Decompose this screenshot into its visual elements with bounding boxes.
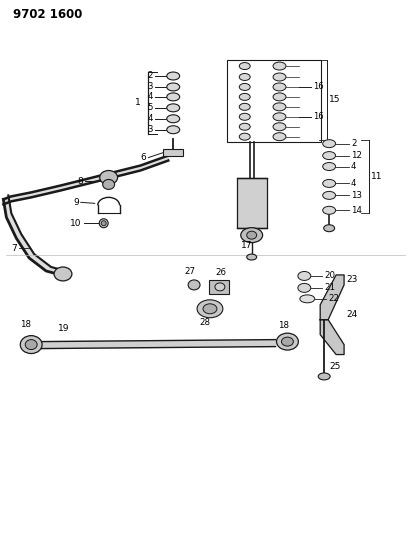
- Polygon shape: [320, 275, 344, 320]
- Polygon shape: [3, 196, 66, 275]
- Text: 4: 4: [148, 114, 153, 123]
- Polygon shape: [320, 320, 344, 354]
- Bar: [163, 149, 183, 156]
- Ellipse shape: [323, 151, 336, 159]
- Ellipse shape: [239, 84, 250, 91]
- Text: 2: 2: [148, 71, 153, 80]
- Bar: [227, 60, 321, 142]
- Text: 21: 21: [324, 284, 335, 293]
- Ellipse shape: [239, 103, 250, 110]
- Ellipse shape: [101, 221, 106, 225]
- Text: 23: 23: [346, 276, 358, 285]
- Text: 8: 8: [77, 177, 83, 186]
- Text: 13: 13: [351, 191, 362, 200]
- Text: 15: 15: [329, 95, 341, 104]
- Ellipse shape: [300, 295, 315, 303]
- Ellipse shape: [273, 113, 286, 121]
- Ellipse shape: [167, 93, 180, 101]
- Ellipse shape: [241, 228, 263, 243]
- Polygon shape: [3, 156, 168, 204]
- Text: 12: 12: [351, 151, 362, 160]
- Ellipse shape: [318, 373, 330, 380]
- Text: 3: 3: [148, 83, 153, 92]
- Ellipse shape: [298, 271, 311, 280]
- Polygon shape: [41, 340, 275, 349]
- Ellipse shape: [247, 254, 256, 260]
- Text: 18: 18: [278, 321, 289, 330]
- Text: 7: 7: [12, 244, 17, 253]
- Text: 24: 24: [346, 310, 357, 319]
- Ellipse shape: [167, 126, 180, 134]
- Ellipse shape: [247, 231, 256, 239]
- Text: 22: 22: [328, 294, 339, 303]
- Text: 14: 14: [351, 206, 362, 215]
- Ellipse shape: [239, 93, 250, 100]
- Ellipse shape: [239, 62, 250, 69]
- Ellipse shape: [167, 115, 180, 123]
- Text: 5: 5: [148, 103, 153, 112]
- Text: 19: 19: [58, 324, 69, 333]
- Ellipse shape: [197, 300, 223, 318]
- Text: 20: 20: [324, 271, 335, 280]
- Ellipse shape: [99, 219, 108, 228]
- Ellipse shape: [273, 123, 286, 131]
- Ellipse shape: [188, 280, 200, 290]
- Text: 9: 9: [73, 198, 79, 207]
- Ellipse shape: [273, 62, 286, 70]
- Bar: [209, 280, 229, 294]
- Ellipse shape: [273, 83, 286, 91]
- Ellipse shape: [167, 72, 180, 80]
- Text: 1: 1: [134, 99, 140, 107]
- Text: 6: 6: [141, 153, 146, 162]
- Text: 4: 4: [351, 162, 356, 171]
- Ellipse shape: [25, 340, 37, 350]
- Bar: [237, 179, 267, 228]
- Ellipse shape: [298, 284, 311, 293]
- Ellipse shape: [323, 140, 336, 148]
- Text: 4: 4: [148, 92, 153, 101]
- Ellipse shape: [277, 333, 298, 350]
- Ellipse shape: [203, 304, 217, 314]
- Text: 4: 4: [351, 179, 356, 188]
- Text: 2: 2: [351, 139, 356, 148]
- Ellipse shape: [54, 267, 72, 281]
- Ellipse shape: [215, 283, 225, 291]
- Text: 16: 16: [313, 83, 324, 92]
- Text: 28: 28: [199, 318, 210, 327]
- Text: 10: 10: [70, 219, 82, 228]
- Text: 3: 3: [148, 125, 153, 134]
- Ellipse shape: [273, 103, 286, 111]
- Ellipse shape: [273, 73, 286, 81]
- Ellipse shape: [282, 337, 293, 346]
- Ellipse shape: [323, 206, 336, 214]
- Ellipse shape: [273, 133, 286, 141]
- Ellipse shape: [20, 336, 42, 353]
- Ellipse shape: [323, 163, 336, 171]
- Ellipse shape: [239, 114, 250, 120]
- Text: 11: 11: [371, 172, 382, 181]
- Text: 26: 26: [215, 269, 226, 278]
- Ellipse shape: [239, 74, 250, 80]
- Ellipse shape: [323, 191, 336, 199]
- Ellipse shape: [273, 93, 286, 101]
- Text: 9702 1600: 9702 1600: [13, 8, 83, 21]
- Text: 27: 27: [185, 268, 196, 277]
- Ellipse shape: [239, 123, 250, 130]
- Ellipse shape: [167, 104, 180, 112]
- Ellipse shape: [239, 133, 250, 140]
- Ellipse shape: [100, 171, 118, 184]
- Text: 25: 25: [329, 362, 341, 371]
- Text: 17: 17: [241, 240, 252, 249]
- Ellipse shape: [167, 83, 180, 91]
- Ellipse shape: [323, 180, 336, 188]
- Ellipse shape: [103, 180, 115, 189]
- Ellipse shape: [324, 225, 335, 232]
- Text: 18: 18: [20, 320, 31, 329]
- Text: 16: 16: [313, 112, 324, 122]
